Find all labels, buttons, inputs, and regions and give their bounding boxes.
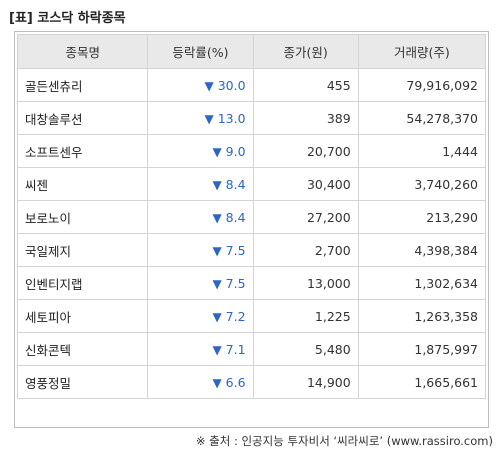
rate-value: 7.5 xyxy=(225,242,246,258)
down-triangle-icon: ▼ xyxy=(212,375,222,390)
stock-name: 소프트센우 xyxy=(16,134,149,168)
stock-name: 영풍정밀 xyxy=(16,365,149,399)
table-frame: 종목명 등락률(%) 종가(원) 거래량(주) 골든센츄리 ▼ 30.0 455 … xyxy=(14,31,489,428)
volume: 54,278,370 xyxy=(357,101,487,135)
column-header-name: 종목명 xyxy=(16,34,149,69)
rate-value: 8.4 xyxy=(225,176,246,192)
column-header-rate: 등락률(%) xyxy=(147,34,254,69)
rate-value: 7.1 xyxy=(225,341,246,357)
change-rate: ▼ 8.4 xyxy=(147,200,254,234)
down-triangle-icon: ▼ xyxy=(212,309,222,324)
rate-value: 6.6 xyxy=(225,374,246,390)
rate-value: 9.0 xyxy=(225,143,246,159)
close-price: 13,000 xyxy=(252,266,359,300)
down-triangle-icon: ▼ xyxy=(204,78,214,93)
close-price: 455 xyxy=(252,68,359,102)
source-note: ※ 출처 : 인공지능 투자비서 ‘씨라씨로’ (www.rassiro.com… xyxy=(195,434,493,448)
close-price: 27,200 xyxy=(252,200,359,234)
rate-value: 7.5 xyxy=(225,275,246,291)
volume: 1,302,634 xyxy=(357,266,487,300)
change-rate: ▼ 7.5 xyxy=(147,233,254,267)
close-price: 30,400 xyxy=(252,167,359,201)
change-rate: ▼ 7.2 xyxy=(147,299,254,333)
close-price: 20,700 xyxy=(252,134,359,168)
stock-name: 보로노이 xyxy=(16,200,149,234)
stock-name: 대창솔루션 xyxy=(16,101,149,135)
column-header-close: 종가(원) xyxy=(252,34,359,69)
down-triangle-icon: ▼ xyxy=(212,243,222,258)
change-rate: ▼ 8.4 xyxy=(147,167,254,201)
table-row: 영풍정밀 ▼ 6.6 14,900 1,665,661 xyxy=(16,365,487,399)
table-row: 인벤티지랩 ▼ 7.5 13,000 1,302,634 xyxy=(16,266,487,300)
stock-name: 씨젠 xyxy=(16,167,149,201)
volume: 1,444 xyxy=(357,134,487,168)
stock-name: 세토피아 xyxy=(16,299,149,333)
volume: 79,916,092 xyxy=(357,68,487,102)
down-triangle-icon: ▼ xyxy=(212,342,222,357)
stock-table: 종목명 등락률(%) 종가(원) 거래량(주) 골든센츄리 ▼ 30.0 455 … xyxy=(16,34,487,399)
down-triangle-icon: ▼ xyxy=(212,177,222,192)
table-row: 신화콘텍 ▼ 7.1 5,480 1,875,997 xyxy=(16,332,487,366)
stock-name: 신화콘텍 xyxy=(16,332,149,366)
rate-value: 13.0 xyxy=(217,110,246,126)
table-row: 소프트센우 ▼ 9.0 20,700 1,444 xyxy=(16,134,487,168)
table-header-row: 종목명 등락률(%) 종가(원) 거래량(주) xyxy=(16,34,487,69)
table-row: 보로노이 ▼ 8.4 27,200 213,290 xyxy=(16,200,487,234)
stock-name: 인벤티지랩 xyxy=(16,266,149,300)
volume: 3,740,260 xyxy=(357,167,487,201)
rate-value: 7.2 xyxy=(225,308,246,324)
change-rate: ▼ 13.0 xyxy=(147,101,254,135)
close-price: 14,900 xyxy=(252,365,359,399)
change-rate: ▼ 7.5 xyxy=(147,266,254,300)
volume: 1,263,358 xyxy=(357,299,487,333)
change-rate: ▼ 30.0 xyxy=(147,68,254,102)
change-rate: ▼ 6.6 xyxy=(147,365,254,399)
down-triangle-icon: ▼ xyxy=(212,210,222,225)
close-price: 5,480 xyxy=(252,332,359,366)
change-rate: ▼ 9.0 xyxy=(147,134,254,168)
volume: 213,290 xyxy=(357,200,487,234)
table-row: 대창솔루션 ▼ 13.0 389 54,278,370 xyxy=(16,101,487,135)
down-triangle-icon: ▼ xyxy=(204,111,214,126)
volume: 1,665,661 xyxy=(357,365,487,399)
table-row: 세토피아 ▼ 7.2 1,225 1,263,358 xyxy=(16,299,487,333)
table-row: 국일제지 ▼ 7.5 2,700 4,398,384 xyxy=(16,233,487,267)
table-row: 골든센츄리 ▼ 30.0 455 79,916,092 xyxy=(16,68,487,102)
close-price: 2,700 xyxy=(252,233,359,267)
stock-name: 골든센츄리 xyxy=(16,68,149,102)
stock-name: 국일제지 xyxy=(16,233,149,267)
volume: 4,398,384 xyxy=(357,233,487,267)
down-triangle-icon: ▼ xyxy=(212,144,222,159)
table-row: 씨젠 ▼ 8.4 30,400 3,740,260 xyxy=(16,167,487,201)
rate-value: 30.0 xyxy=(217,77,246,93)
down-triangle-icon: ▼ xyxy=(212,276,222,291)
rate-value: 8.4 xyxy=(225,209,246,225)
volume: 1,875,997 xyxy=(357,332,487,366)
column-header-volume: 거래량(주) xyxy=(357,34,487,69)
change-rate: ▼ 7.1 xyxy=(147,332,254,366)
close-price: 389 xyxy=(252,101,359,135)
page-title: [표] 코스닥 하락종목 xyxy=(9,11,126,26)
close-price: 1,225 xyxy=(252,299,359,333)
